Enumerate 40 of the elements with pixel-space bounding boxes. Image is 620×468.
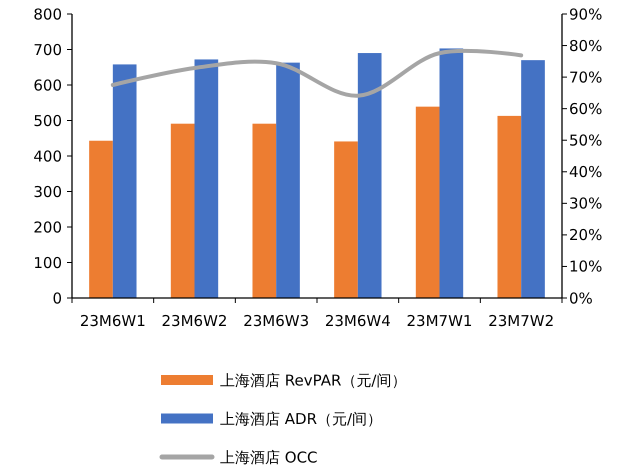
bar — [89, 140, 113, 298]
legend-label: 上海酒店 OCC — [220, 448, 318, 466]
bar — [416, 106, 440, 298]
y2-tick-label: 30% — [569, 194, 602, 213]
x-tick-label: 23M6W4 — [324, 312, 391, 330]
y-tick-label: 100 — [33, 254, 62, 272]
y2-tick-label: 80% — [569, 36, 602, 55]
bar — [521, 60, 545, 298]
y2-tick-label: 90% — [569, 5, 602, 24]
y-tick-label: 600 — [33, 76, 62, 94]
y2-tick-label: 10% — [569, 258, 602, 276]
bar — [112, 64, 137, 298]
bar — [440, 48, 464, 298]
y-tick-label: 400 — [33, 147, 62, 166]
x-tick-label: 23M7W1 — [406, 312, 472, 330]
bar — [252, 124, 276, 298]
y-tick-label: 200 — [33, 218, 62, 236]
bar — [276, 62, 300, 298]
x-tick-label: 23M6W2 — [162, 312, 228, 330]
bar — [497, 116, 522, 298]
y2-tick-label: 20% — [569, 226, 602, 244]
x-tick-label: 23M6W3 — [243, 312, 310, 330]
x-tick-label: 23M6W1 — [80, 312, 146, 330]
bar — [334, 141, 358, 298]
y2-tick-label: 60% — [569, 100, 602, 118]
y2-tick-label: 40% — [569, 163, 602, 182]
y-tick-label: 800 — [33, 5, 62, 24]
y-tick-label: 700 — [33, 40, 62, 59]
x-tick-label: 23M7W2 — [488, 312, 554, 330]
bar — [358, 53, 382, 298]
bar — [194, 59, 218, 298]
bar — [170, 124, 194, 298]
y-tick-label: 500 — [33, 112, 62, 130]
legend-label: 上海酒店 RevPAR（元/间） — [220, 371, 406, 390]
y-tick-label: 300 — [33, 182, 62, 201]
y2-tick-label: 50% — [569, 131, 602, 150]
y2-tick-label: 70% — [569, 68, 602, 86]
y2-tick-label: 0% — [569, 289, 593, 308]
legend-label: 上海酒店 ADR（元/间） — [220, 410, 382, 428]
y-tick-label: 0 — [52, 289, 62, 308]
